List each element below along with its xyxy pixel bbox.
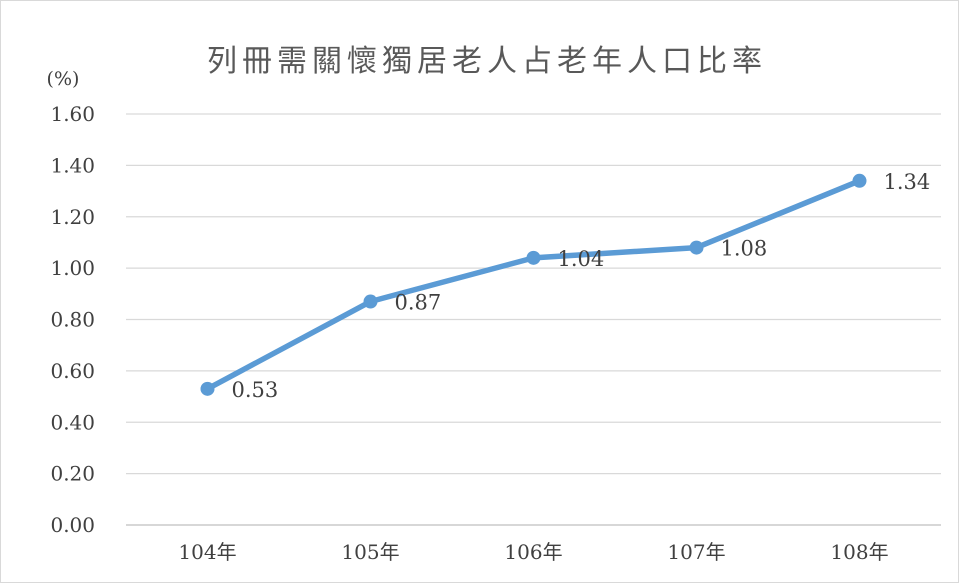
data-point (689, 240, 704, 255)
gridlines (126, 113, 941, 526)
y-tick-label: 0.80 (50, 308, 95, 332)
data-label: 0.53 (232, 378, 279, 402)
data-label: 1.04 (558, 247, 605, 271)
y-tick-label: 0.00 (50, 513, 95, 537)
data-point (363, 294, 378, 309)
data-labels: 0.53 0.87 1.04 1.08 1.34 (232, 170, 931, 402)
y-tick-label: 1.20 (50, 205, 95, 229)
x-tick-label: 107年 (667, 540, 725, 564)
series-layer (200, 173, 867, 396)
chart-title: 列冊需關懷獨居老人占老年人口比率 (207, 44, 767, 79)
y-tick-label: 0.60 (50, 359, 95, 383)
y-tick-label: 1.40 (50, 153, 95, 177)
y-axis-ticks: 0.00 0.20 0.40 0.60 0.80 1.00 1.20 1.40 1.60 (50, 102, 95, 537)
x-tick-label: 108年 (830, 540, 888, 564)
data-label: 1.34 (884, 170, 931, 194)
data-label: 0.87 (395, 291, 442, 315)
data-label: 1.08 (721, 237, 768, 261)
x-axis-ticks: 104年 105年 106年 107年 108年 (178, 540, 888, 564)
y-tick-label: 0.20 (50, 462, 95, 486)
y-tick-label: 0.40 (50, 410, 95, 434)
data-point (852, 173, 867, 188)
y-tick-label: 1.60 (50, 102, 95, 126)
x-tick-label: 105年 (341, 540, 399, 564)
x-tick-label: 106年 (504, 540, 562, 564)
data-point (526, 250, 541, 265)
data-point (200, 381, 215, 396)
y-axis-unit-label: (%) (47, 68, 80, 90)
series-line (204, 178, 863, 392)
x-tick-label: 104年 (178, 540, 236, 564)
y-tick-label: 1.00 (50, 256, 95, 280)
